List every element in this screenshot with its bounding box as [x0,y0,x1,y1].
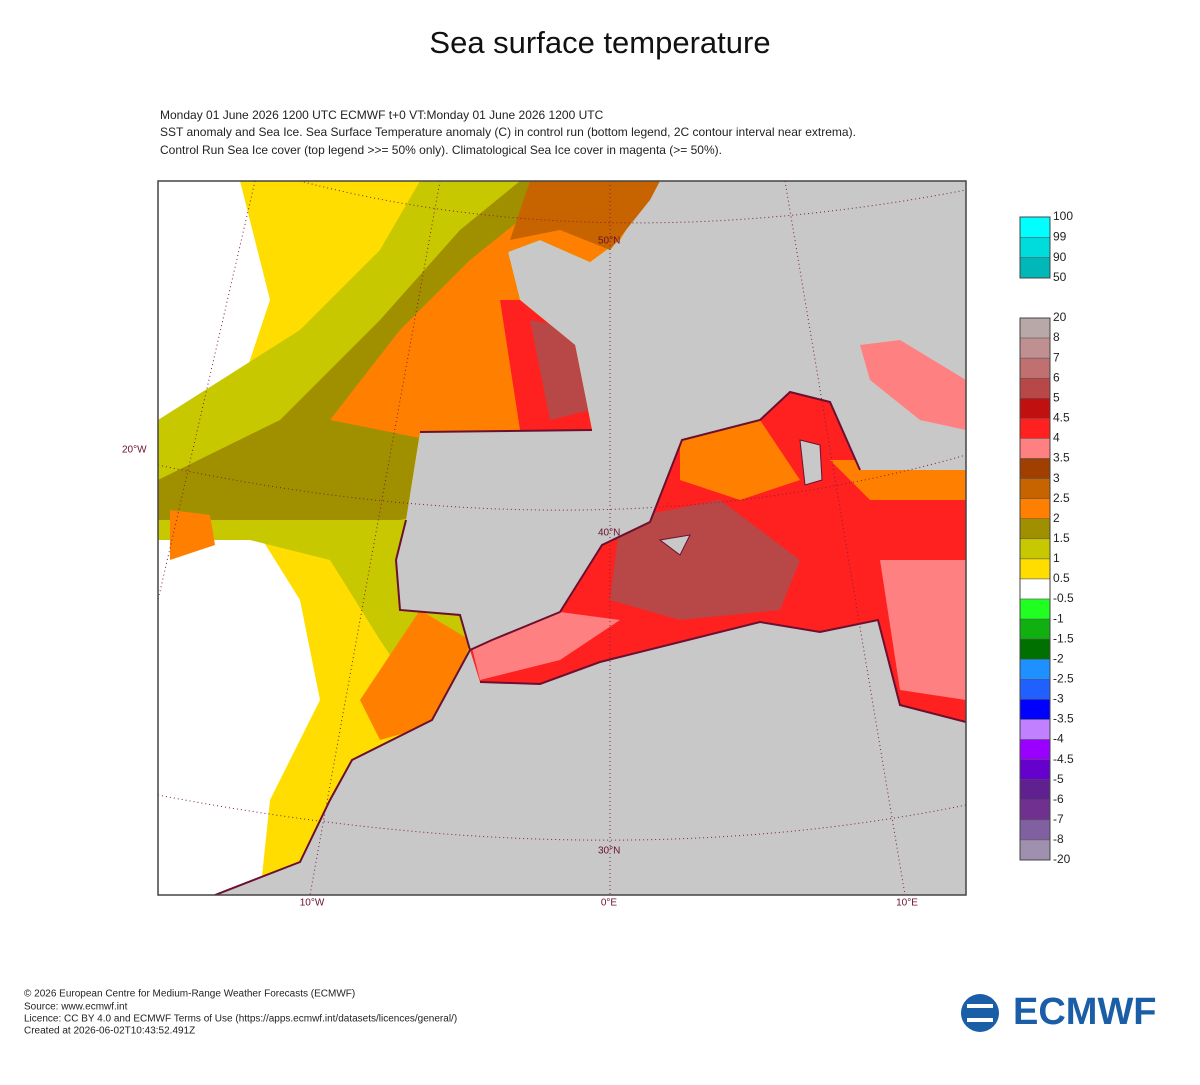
legend-swatch [1019,337,1051,359]
legends: 100 99 90 50 20 8 7 6 5 4.5 4 3.5 3 2.5 2 1.5 1 0.5 -0.5 -1… [1019,209,1074,866]
logo-mark [967,1004,993,1022]
lat-label: 30°N [598,846,620,857]
map [158,181,966,895]
lat-label: 40°N [598,528,620,539]
legend-swatch [1019,458,1051,479]
legend-label: 90 [1053,250,1067,264]
footer-line: Licence: CC BY 4.0 and ECMWF Terms of Us… [24,1014,457,1025]
legend-label: 4 [1053,431,1060,445]
legend-swatch [1019,659,1051,680]
legend-swatch [1019,478,1051,499]
footer-line: © 2026 European Centre for Medium-Range … [24,989,355,1000]
legend-swatch [1019,699,1051,720]
legend-swatch [1019,438,1051,459]
legend-label: 4.5 [1053,411,1070,425]
legend-swatch [1019,719,1051,740]
legend-swatch [1019,518,1051,540]
legend-label: -2.5 [1053,672,1074,686]
legend-swatch [1019,538,1051,560]
legend-label: 100 [1053,209,1073,223]
grid-line [784,181,906,895]
logo-text: ECMWF [1013,991,1157,1033]
map-frame [157,180,967,896]
legend-swatch [1019,317,1051,339]
legend-label: -20 [1053,852,1071,866]
legend-label: 1 [1053,551,1060,565]
lat-label: 50°N [598,236,620,247]
legend-swatch [1019,498,1051,519]
logo-mark [961,994,999,1032]
legend-swatch [1019,558,1051,580]
title: Sea surface temperature [429,25,770,60]
lon-label: 10°E [896,898,918,909]
footer-line: Source: www.ecmwf.int [24,1002,128,1013]
legend-swatch [1019,819,1051,841]
legend-label: 99 [1053,230,1067,244]
legend-label: -1 [1053,611,1064,625]
legend-label: -3.5 [1053,712,1074,726]
legend-frame [1019,216,1051,279]
legend-label: -7 [1053,812,1064,826]
legend-label: 0.5 [1053,571,1070,585]
legend-label: -2 [1053,651,1064,665]
legend-swatch [1019,799,1051,821]
sea [510,181,660,250]
legend-swatch [1019,578,1051,600]
grid-line [299,181,966,224]
footer-line: Created at 2026-06-02T10:43:52.491Z [24,1026,195,1037]
legend-label: -5 [1053,772,1064,786]
legend-swatch [1019,357,1051,379]
header-line: Control Run Sea Ice cover (top legend >>… [160,143,722,157]
legend-label: 8 [1053,330,1060,344]
lon-label: 20°W [122,445,147,456]
coastline [214,390,966,895]
legend-swatch [1019,398,1051,419]
grid-line [158,794,966,841]
header-line: Monday 01 June 2026 1200 UTC ECMWF t+0 V… [160,108,604,122]
header-line: SST anomaly and Sea Ice. Sea Surface Tem… [160,125,856,139]
legend-label: 3.5 [1053,451,1070,465]
grid-line [309,181,441,895]
legend-label: 5 [1053,390,1060,404]
legend-label: -4 [1053,732,1064,746]
legend-swatch [1019,598,1051,620]
sea [860,340,966,430]
legend-label: 20 [1053,310,1067,324]
island [799,439,823,486]
legend-label: 2 [1053,511,1060,525]
logo: ECMWF [961,991,1157,1033]
legend-label: -3 [1053,692,1064,706]
legend-label: 2.5 [1053,491,1070,505]
legend-swatch [1019,237,1051,258]
legend-label: -6 [1053,792,1064,806]
legend-swatch [1019,257,1051,279]
legend-swatch [1019,638,1051,660]
legend-label: -8 [1053,832,1064,846]
legend-label: 50 [1053,270,1067,284]
legend-label: 3 [1053,471,1060,485]
legend-swatch [1019,679,1051,700]
legend-label: 1.5 [1053,531,1070,545]
legend-label: -4.5 [1053,752,1074,766]
legend-swatch [1019,839,1051,861]
legend-swatch [1019,377,1051,399]
lon-label: 10°W [300,898,325,909]
legend-label: -0.5 [1053,591,1074,605]
legend-swatch [1019,779,1051,801]
legend-swatch [1019,759,1051,780]
legend-swatch [1019,618,1051,640]
legend-label: 7 [1053,350,1060,364]
legend-swatch [1019,216,1051,238]
legend-swatch [1019,418,1051,439]
legend-label: -1.5 [1053,631,1074,645]
legend-label: 6 [1053,370,1060,384]
island [658,534,691,556]
legend-frame [1019,317,1051,861]
legend-swatch [1019,739,1051,760]
lon-label: 0°E [601,898,618,909]
